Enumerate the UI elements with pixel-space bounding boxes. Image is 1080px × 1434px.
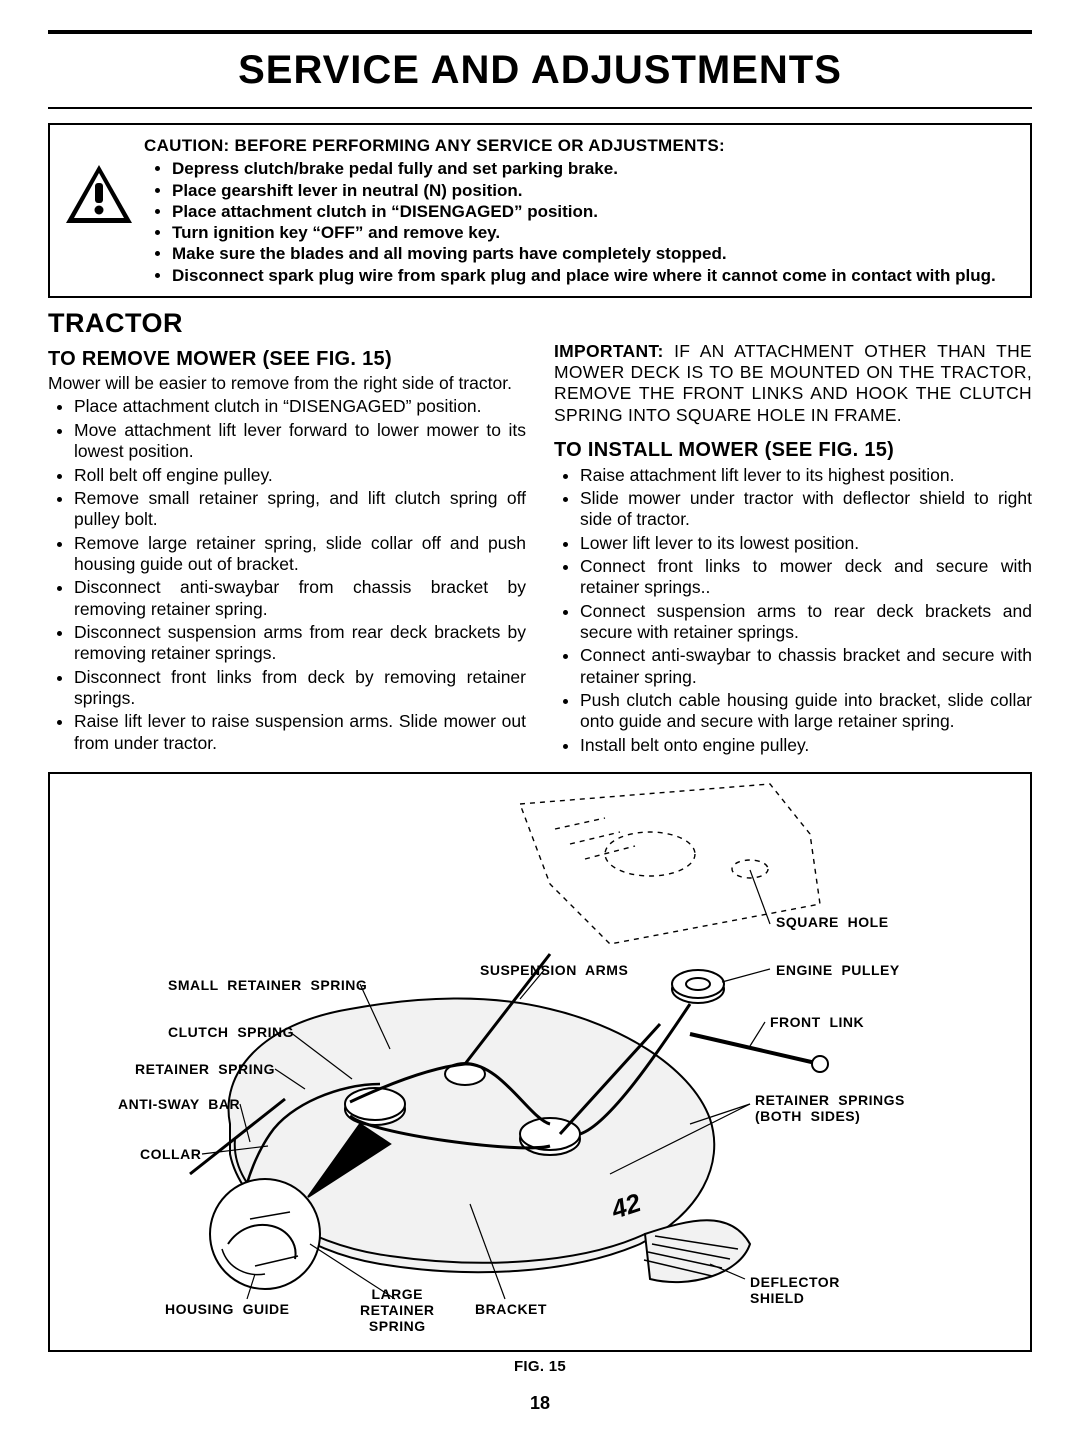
- list-item: Connect suspension arms to rear deck bra…: [580, 601, 1032, 644]
- figure-15: 42 SQUARE HOLE ENGINE PULLEY FRONT LINK …: [48, 772, 1032, 1352]
- list-item: Place attachment clutch in “DISENGAGED” …: [74, 396, 526, 417]
- list-item: Raise lift lever to raise suspension arm…: [74, 711, 526, 754]
- label-housing-guide: HOUSING GUIDE: [165, 1301, 289, 1317]
- top-rule: [48, 30, 1032, 34]
- caution-box: CAUTION: BEFORE PERFORMING ANY SERVICE O…: [48, 123, 1032, 298]
- title-underline: [48, 107, 1032, 109]
- caution-list: Depress clutch/brake pedal fully and set…: [144, 158, 1016, 286]
- label-small-retainer-spring: SMALL RETAINER SPRING: [168, 977, 367, 993]
- list-item: Roll belt off engine pulley.: [74, 465, 526, 486]
- caution-item: Place attachment clutch in “DISENGAGED” …: [172, 201, 1016, 222]
- install-mower-list: Raise attachment lift lever to its highe…: [554, 465, 1032, 756]
- important-label: IMPORTANT:: [554, 341, 664, 361]
- list-item: Disconnect suspension arms from rear dec…: [74, 622, 526, 665]
- caution-item: Depress clutch/brake pedal fully and set…: [172, 158, 1016, 179]
- label-clutch-spring: CLUTCH SPRING: [168, 1024, 294, 1040]
- list-item: Connect anti-swaybar to chassis bracket …: [580, 645, 1032, 688]
- label-engine-pulley: ENGINE PULLEY: [776, 962, 900, 978]
- caution-text: CAUTION: BEFORE PERFORMING ANY SERVICE O…: [144, 135, 1016, 286]
- label-bracket: BRACKET: [475, 1301, 547, 1317]
- important-note: IMPORTANT: IF AN ATTACHMENT OTHER THAN T…: [554, 341, 1032, 426]
- caution-item: Make sure the blades and all moving part…: [172, 243, 1016, 264]
- tractor-heading: TRACTOR: [48, 308, 1032, 339]
- install-mower-heading: TO INSTALL MOWER (SEE FIG. 15): [554, 438, 1032, 462]
- label-anti-sway-bar: ANTI-SWAY BAR: [118, 1096, 240, 1112]
- list-item: Remove small retainer spring, and lift c…: [74, 488, 526, 531]
- list-item: Push clutch cable housing guide into bra…: [580, 690, 1032, 733]
- list-item: Connect front links to mower deck and se…: [580, 556, 1032, 599]
- remove-mower-intro: Mower will be easier to remove from the …: [48, 373, 526, 394]
- list-item: Disconnect front links from deck by remo…: [74, 667, 526, 710]
- list-item: Lower lift lever to its lowest position.: [580, 533, 1032, 554]
- remove-mower-heading: TO REMOVE MOWER (SEE FIG. 15): [48, 347, 526, 371]
- list-item: Move attachment lift lever forward to lo…: [74, 420, 526, 463]
- list-item: Disconnect anti-swaybar from chassis bra…: [74, 577, 526, 620]
- list-item: Raise attachment lift lever to its highe…: [580, 465, 1032, 486]
- label-collar: COLLAR: [140, 1146, 201, 1162]
- caution-heading: CAUTION: BEFORE PERFORMING ANY SERVICE O…: [144, 135, 1016, 156]
- label-retainer-springs: RETAINER SPRINGS (BOTH SIDES): [755, 1092, 905, 1124]
- caution-item: Turn ignition key “OFF” and remove key.: [172, 222, 1016, 243]
- caution-item: Place gearshift lever in neutral (N) pos…: [172, 180, 1016, 201]
- remove-mower-list: Place attachment clutch in “DISENGAGED” …: [48, 396, 526, 754]
- label-suspension-arms: SUSPENSION ARMS: [480, 962, 628, 978]
- warning-icon: [64, 163, 134, 230]
- label-square-hole: SQUARE HOLE: [776, 914, 889, 930]
- left-column: TO REMOVE MOWER (SEE FIG. 15) Mower will…: [48, 341, 526, 758]
- two-column-body: TO REMOVE MOWER (SEE FIG. 15) Mower will…: [48, 341, 1032, 758]
- label-front-link: FRONT LINK: [770, 1014, 864, 1030]
- list-item: Slide mower under tractor with deflector…: [580, 488, 1032, 531]
- label-deflector-shield: DEFLECTOR SHIELD: [750, 1274, 840, 1306]
- caution-item: Disconnect spark plug wire from spark pl…: [172, 265, 1016, 286]
- label-retainer-spring: RETAINER SPRING: [135, 1061, 275, 1077]
- page-number: 18: [48, 1393, 1032, 1414]
- list-item: Install belt onto engine pulley.: [580, 735, 1032, 756]
- page-title: SERVICE AND ADJUSTMENTS: [48, 38, 1032, 107]
- figure-caption: FIG. 15: [48, 1358, 1032, 1375]
- list-item: Remove large retainer spring, slide coll…: [74, 533, 526, 576]
- label-large-retainer-spring: LARGE RETAINER SPRING: [360, 1286, 435, 1334]
- right-column: IMPORTANT: IF AN ATTACHMENT OTHER THAN T…: [554, 341, 1032, 758]
